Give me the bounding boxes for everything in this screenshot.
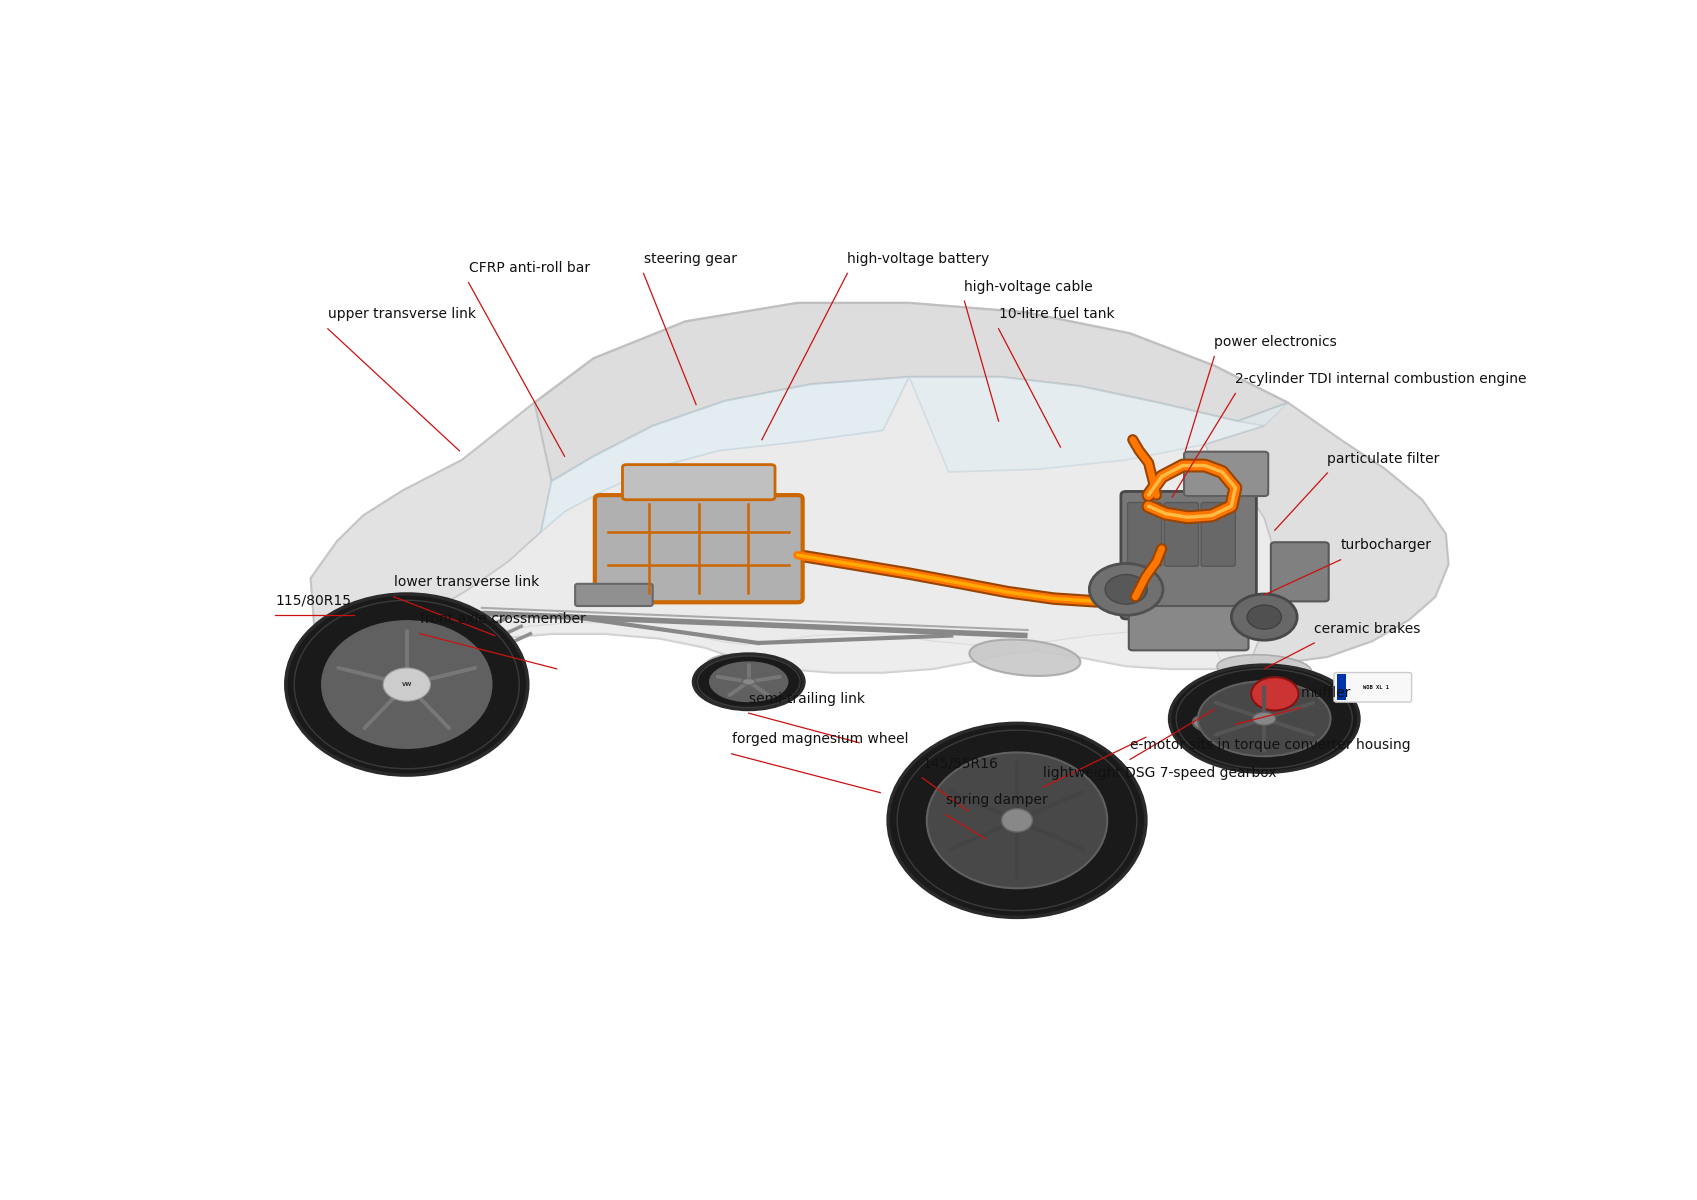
Bar (1337, 674, 1346, 701)
Text: 115/80R15: 115/80R15 (275, 594, 351, 608)
FancyBboxPatch shape (1164, 503, 1198, 566)
Text: particulate filter: particulate filter (1327, 451, 1439, 466)
Circle shape (1251, 677, 1298, 710)
Text: upper transverse link: upper transverse link (328, 307, 475, 322)
Ellipse shape (322, 622, 492, 748)
Ellipse shape (1198, 682, 1330, 756)
Ellipse shape (888, 724, 1145, 917)
Text: spring damper: spring damper (945, 793, 1047, 808)
Polygon shape (535, 302, 1288, 481)
Text: 145/55R16: 145/55R16 (923, 756, 998, 770)
Text: lightweight DSG 7-speed gearbox: lightweight DSG 7-speed gearbox (1044, 766, 1276, 780)
Polygon shape (311, 302, 1448, 701)
Text: power electronics: power electronics (1215, 335, 1337, 349)
Ellipse shape (706, 654, 791, 684)
Text: e-motor sits in torque converter housing: e-motor sits in torque converter housing (1130, 738, 1410, 752)
Text: steering gear: steering gear (643, 252, 736, 266)
Ellipse shape (1193, 712, 1278, 738)
Text: 10-litre fuel tank: 10-litre fuel tank (998, 307, 1115, 322)
Circle shape (1232, 594, 1297, 640)
Ellipse shape (1001, 809, 1032, 832)
Text: forged magnesium wheel: forged magnesium wheel (731, 732, 908, 746)
FancyBboxPatch shape (596, 496, 803, 602)
Ellipse shape (742, 678, 755, 685)
Polygon shape (423, 623, 1225, 672)
FancyBboxPatch shape (1201, 503, 1235, 566)
FancyBboxPatch shape (1127, 503, 1162, 566)
Ellipse shape (333, 634, 485, 686)
Text: ceramic brakes: ceramic brakes (1313, 622, 1420, 636)
Text: turbocharger: turbocharger (1341, 539, 1432, 552)
Circle shape (1089, 564, 1162, 616)
Ellipse shape (285, 594, 528, 775)
Circle shape (384, 668, 431, 701)
Circle shape (1247, 605, 1281, 629)
Polygon shape (1205, 403, 1448, 666)
Ellipse shape (969, 640, 1081, 676)
Text: VW: VW (402, 682, 412, 688)
Circle shape (1105, 575, 1147, 604)
Ellipse shape (709, 662, 787, 701)
FancyBboxPatch shape (1334, 672, 1412, 702)
Polygon shape (541, 377, 910, 532)
Text: front axle crossmember: front axle crossmember (419, 612, 585, 626)
FancyBboxPatch shape (623, 464, 776, 499)
Ellipse shape (1169, 665, 1359, 773)
FancyBboxPatch shape (1129, 606, 1249, 650)
Ellipse shape (1217, 655, 1312, 683)
Text: lower transverse link: lower transverse link (394, 575, 540, 589)
Ellipse shape (694, 654, 804, 709)
FancyBboxPatch shape (1271, 542, 1329, 601)
Ellipse shape (392, 673, 421, 696)
Text: high-voltage cable: high-voltage cable (964, 280, 1093, 294)
Text: muffler: muffler (1302, 686, 1351, 701)
Polygon shape (311, 403, 552, 680)
Text: semi-trailing link: semi-trailing link (748, 691, 865, 706)
Text: 2-cylinder TDI internal combustion engine: 2-cylinder TDI internal combustion engin… (1235, 372, 1527, 386)
Text: CFRP anti-roll bar: CFRP anti-roll bar (468, 262, 591, 275)
FancyBboxPatch shape (1122, 492, 1256, 619)
Ellipse shape (927, 752, 1106, 888)
FancyBboxPatch shape (575, 584, 653, 606)
Text: high-voltage battery: high-voltage battery (847, 252, 989, 266)
Polygon shape (910, 377, 1288, 472)
FancyBboxPatch shape (1185, 451, 1268, 496)
Ellipse shape (1252, 713, 1276, 725)
Text: WOB XL 1: WOB XL 1 (1363, 685, 1390, 690)
